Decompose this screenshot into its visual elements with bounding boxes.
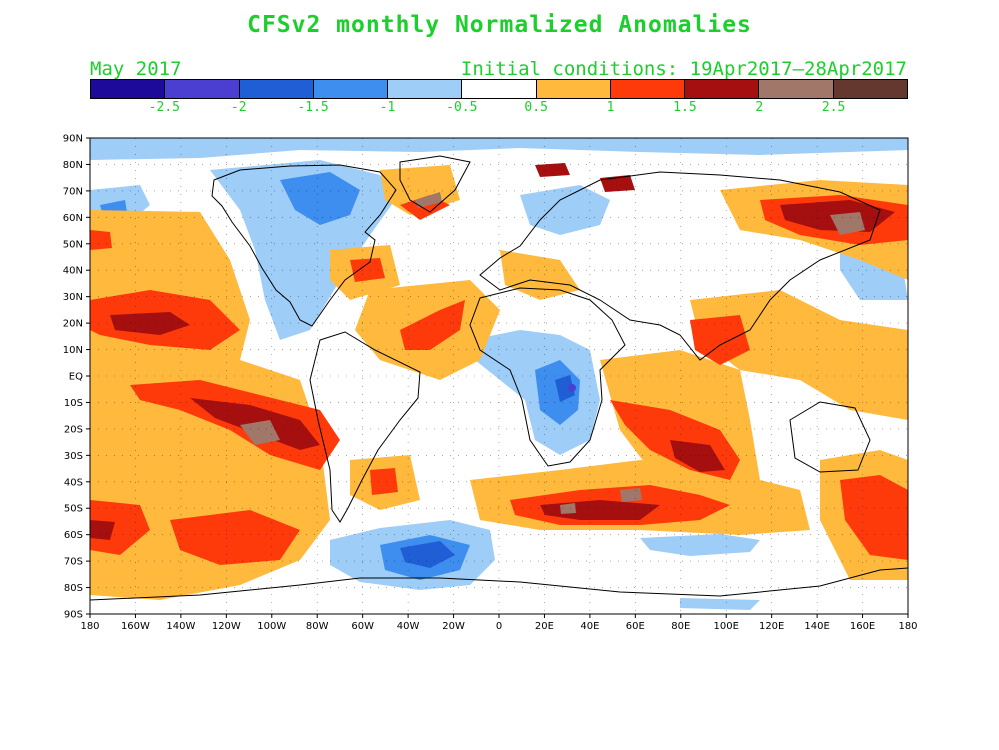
- lat-label: 50S: [64, 504, 83, 515]
- coastlines: [90, 155, 908, 601]
- lon-label: 100E: [714, 621, 739, 632]
- lon-label: 120E: [759, 621, 784, 632]
- colorbar-label: -1.5: [297, 100, 329, 115]
- map-title: CFSv2 monthly Normalized Anomalies: [247, 12, 752, 38]
- lon-label: 180: [898, 621, 917, 632]
- coast-north-america: [211, 164, 397, 327]
- lon-label: 160W: [121, 621, 150, 632]
- lon-label: 120W: [212, 621, 241, 632]
- colorbar-swatch: [759, 80, 834, 98]
- latitude-labels: 90N 80N 70N 60N 50N 40N 30N 20N 10N EQ 10S 20S 30S 40…: [63, 134, 83, 621]
- colorbar-swatch: [536, 80, 611, 98]
- colorbar-label: 2.5: [821, 100, 846, 115]
- colorbar-swatch: [165, 80, 240, 98]
- coast-australia: [789, 401, 871, 473]
- map-grid: [90, 138, 908, 614]
- colorbar-label: -0.5: [446, 100, 478, 115]
- lat-label: 40S: [64, 477, 83, 488]
- initial-conditions: Initial conditions: 19Apr2017–28Apr2017: [460, 58, 907, 80]
- colorbar-swatch: [833, 80, 907, 98]
- lat-label: 60S: [64, 530, 83, 541]
- lat-label: 90S: [64, 610, 83, 621]
- lat-label: 70N: [63, 186, 83, 197]
- lat-label: EQ: [69, 372, 83, 383]
- lon-label: 20W: [442, 621, 465, 632]
- colorbar-swatch: [388, 80, 463, 98]
- colorbar-label: 2: [755, 100, 764, 115]
- lat-label: 80S: [64, 583, 83, 594]
- lon-label: 0: [496, 621, 502, 632]
- lat-label: 10N: [63, 345, 83, 356]
- lon-label: 60W: [351, 621, 374, 632]
- anomaly-brown: [240, 192, 865, 514]
- colorbar: [90, 79, 908, 99]
- lat-label: 30S: [64, 451, 83, 462]
- lat-label: 20N: [63, 319, 83, 330]
- coast-greenland: [399, 155, 471, 213]
- colorbar-label: 0.5: [524, 100, 548, 115]
- colorbar-swatch: [462, 80, 537, 98]
- lat-label: 10S: [64, 398, 83, 409]
- coast-south-america: [309, 331, 421, 523]
- lon-label: 140W: [166, 621, 195, 632]
- anomaly-dark-blue: [400, 375, 575, 568]
- lon-label: 60E: [626, 621, 645, 632]
- lat-label: 80N: [63, 160, 83, 171]
- lon-label: 180: [80, 621, 99, 632]
- axis-ticks: [86, 137, 909, 618]
- forecast-month: May 2017: [90, 58, 182, 80]
- lon-label: 40W: [397, 621, 420, 632]
- colorbar-label: 1.5: [673, 100, 697, 115]
- coast-africa: [469, 287, 626, 467]
- lon-label: 160E: [850, 621, 875, 632]
- lat-label: 30N: [63, 292, 83, 303]
- colorbar-label: 1: [606, 100, 615, 115]
- coast-europe-asia: [479, 171, 881, 361]
- lat-label: 20S: [64, 424, 83, 435]
- lon-label: 140E: [804, 621, 829, 632]
- colorbar-label: -2: [230, 100, 247, 115]
- colorbar-swatch: [313, 80, 389, 98]
- lat-label: 50N: [63, 239, 83, 250]
- lat-label: 40N: [63, 266, 83, 277]
- lon-label: 80W: [306, 621, 329, 632]
- colorbar-swatch: [610, 80, 686, 98]
- lon-label: 100W: [257, 621, 286, 632]
- lat-label: 60N: [63, 213, 83, 224]
- colorbar-label: -2.5: [148, 100, 181, 115]
- lat-label: 70S: [64, 557, 83, 568]
- lon-label: 80E: [671, 621, 690, 632]
- longitude-labels: 180 160W 140W 120W 100W 80W 60W 40W 20W 0 20E 40E 60…: [80, 621, 917, 632]
- lon-label: 20E: [535, 621, 554, 632]
- lon-label: 40E: [580, 621, 599, 632]
- colorbar-swatch: [239, 80, 314, 98]
- colorbar-label: -1: [379, 100, 396, 115]
- colorbar-swatch: [91, 80, 166, 98]
- colorbar-swatch: [685, 80, 760, 98]
- lat-label: 90N: [63, 134, 83, 145]
- coast-antarctica: [90, 567, 908, 601]
- anomaly-indigo: [568, 384, 576, 392]
